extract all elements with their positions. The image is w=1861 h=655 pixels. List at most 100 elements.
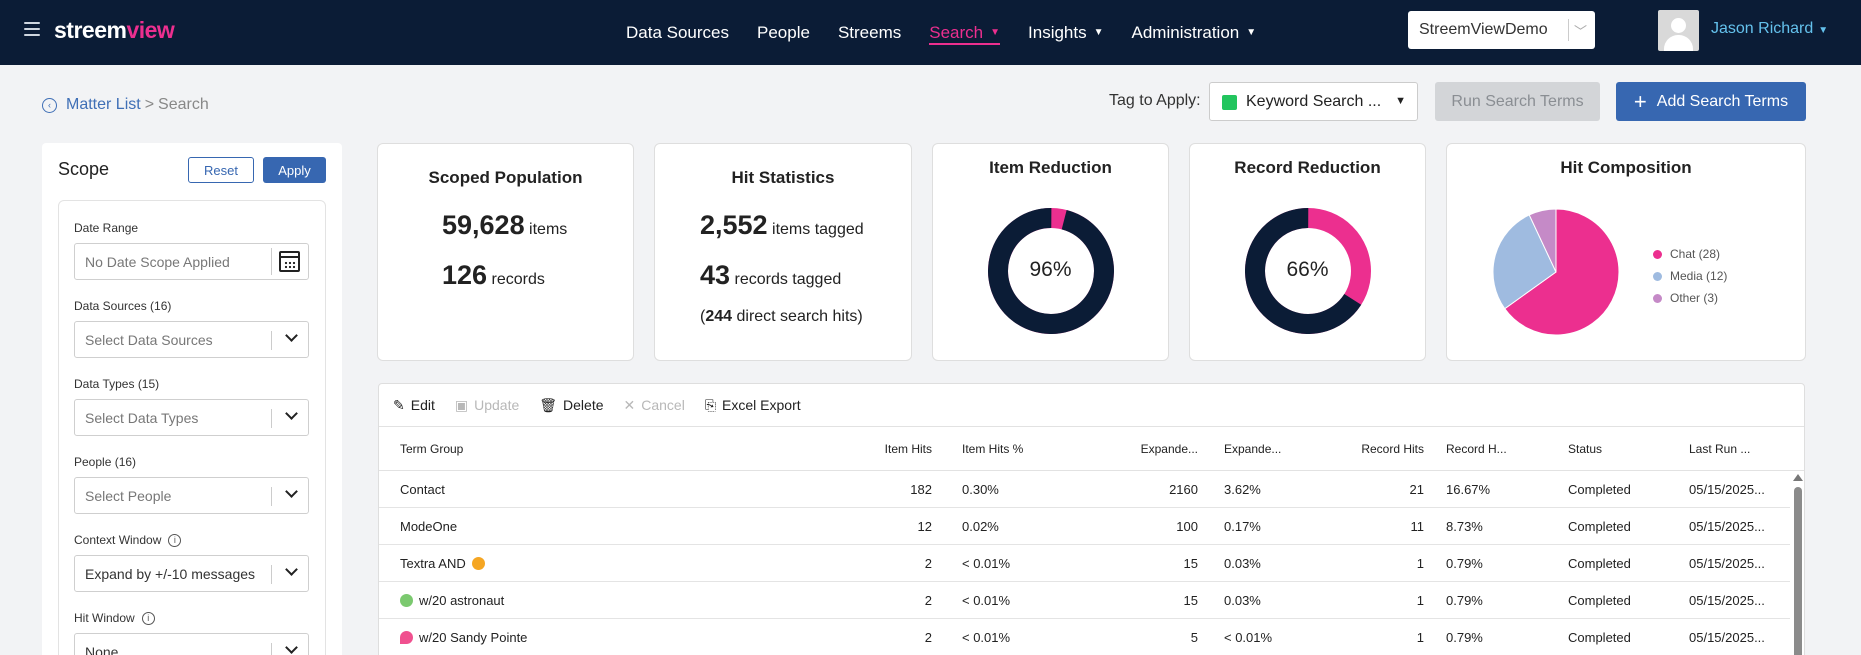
trash-icon: 🗑 — [539, 396, 558, 413]
info-icon[interactable]: i — [141, 611, 155, 625]
date-range-input[interactable]: No Date Scope Applied — [74, 243, 309, 280]
hit-statistics-card: Hit Statistics 2,552 items tagged 43 rec… — [654, 143, 912, 361]
breadcrumb-current: Search — [158, 96, 209, 113]
col-last-run[interactable]: Last Run ... — [1689, 442, 1751, 456]
table-row[interactable]: Textra AND 2 < 0.01% 15 0.03% 1 0.79% Completed… — [379, 545, 1790, 582]
legend-item[interactable]: Media (12) — [1653, 265, 1727, 287]
data-sources-select[interactable]: Select Data Sources — [74, 321, 309, 358]
back-arrow-icon[interactable]: ‹ — [42, 97, 57, 113]
user-menu[interactable]: Jason Richard ▼ — [1711, 20, 1829, 37]
pie-slice[interactable] — [1528, 209, 1557, 273]
cell-item-hits-pct: 0.30% — [962, 482, 999, 497]
cell-item-hits-pct: < 0.01% — [962, 630, 1011, 645]
nav-search[interactable]: Search ▼ — [929, 0, 1001, 65]
pie-slice[interactable] — [1493, 214, 1557, 310]
tenant-select[interactable]: StreemViewDemo ﹀ — [1408, 11, 1595, 49]
breadcrumb-matter-list[interactable]: Matter List — [66, 96, 141, 113]
legend-label: Other (3) — [1670, 291, 1719, 305]
close-icon: ✕ — [623, 396, 636, 413]
cell-status: Completed — [1568, 593, 1631, 608]
cell-expanded-pct: 0.17% — [1224, 519, 1261, 534]
edit-button[interactable]: ✎ Edit — [393, 396, 435, 414]
col-item-hits-pct[interactable]: Item Hits % — [962, 442, 1024, 456]
card-title: Scoped Population — [428, 168, 583, 187]
tag-select[interactable]: Keyword Search ... ▼ — [1209, 82, 1418, 121]
main-nav: Data Sources People Streems Search ▼ Insi… — [626, 0, 1284, 65]
cell-expanded-pct: < 0.01% — [1224, 630, 1273, 645]
cell-expanded-hits: 5 — [1190, 630, 1198, 645]
nav-insights[interactable]: Insights ▼ — [1028, 22, 1104, 42]
delete-button[interactable]: 🗑 Delete — [539, 396, 604, 414]
record-reduction-donut: 66% — [1244, 208, 1371, 334]
scroll-up-icon[interactable] — [1793, 474, 1803, 481]
table-row[interactable]: w/20 Sandy Pointe 2 < 0.01% 5 < 0.01% 1 0.79% C… — [379, 619, 1790, 655]
scoped-population-card: Scoped Population 59,628 items 126 recor… — [377, 143, 634, 361]
logo[interactable]: streemview — [54, 17, 175, 43]
legend-item[interactable]: Other (3) — [1653, 287, 1727, 309]
scoped-items-stat: 59,628 items — [442, 210, 568, 240]
calendar-icon[interactable] — [279, 251, 300, 272]
add-search-terms-button[interactable]: + Add Search Terms — [1616, 82, 1806, 121]
caret-down-icon: ▼ — [990, 27, 1001, 38]
avatar[interactable] — [1658, 10, 1699, 51]
apply-button[interactable]: Apply — [263, 157, 326, 183]
heart-emoji-icon — [400, 631, 413, 644]
hit-window-select[interactable]: None — [74, 633, 309, 655]
nav-streems[interactable]: Streems — [837, 22, 902, 42]
chevron-down-icon — [285, 563, 298, 576]
cell-expanded-hits: 2160 — [1169, 482, 1198, 497]
nav-administration[interactable]: Administration ▼ — [1131, 22, 1257, 42]
cell-item-hits: 2 — [924, 593, 932, 608]
table-row[interactable]: Contact 182 0.30% 2160 3.62% 21 16.67% Complete… — [379, 471, 1790, 508]
grid-scrollbar[interactable] — [1792, 471, 1804, 655]
hit-records-stat: 43 records tagged — [700, 260, 842, 290]
caret-down-icon: ▼ — [1246, 27, 1257, 38]
excel-export-button[interactable]: ⎘ Excel Export — [704, 396, 801, 414]
cell-last-run: 05/15/2025... — [1689, 519, 1765, 534]
cancel-button[interactable]: ✕ Cancel — [623, 396, 685, 414]
info-icon[interactable]: i — [168, 533, 182, 547]
reset-button[interactable]: Reset — [188, 157, 254, 183]
people-select[interactable]: Select People — [74, 477, 309, 514]
cell-expanded-pct: 0.03% — [1224, 593, 1261, 608]
run-search-terms-button[interactable]: Run Search Terms — [1435, 82, 1600, 121]
nav-data-sources[interactable]: Data Sources — [626, 22, 729, 42]
pie-slice[interactable] — [1504, 209, 1619, 335]
cell-status: Completed — [1568, 630, 1631, 645]
card-title: Hit Statistics — [731, 168, 835, 187]
cell-item-hits: 182 — [910, 482, 932, 497]
legend-item[interactable]: Chat (28) — [1653, 243, 1727, 265]
donut-value-arc — [1244, 208, 1371, 334]
cell-record-hits-pct: 0.79% — [1446, 630, 1483, 645]
table-row[interactable]: ModeOne 12 0.02% 100 0.17% 11 8.73% Completed 05… — [379, 508, 1790, 545]
col-expanded-hits[interactable]: Expande... — [1140, 442, 1198, 456]
caret-down-icon: ▼ — [1818, 25, 1829, 36]
tag-to-apply-label: Tag to Apply: — [1109, 92, 1201, 109]
col-term-group[interactable]: Term Group — [400, 442, 464, 456]
col-item-hits[interactable]: Item Hits — [884, 442, 932, 456]
col-status[interactable]: Status — [1568, 442, 1603, 456]
col-record-hits-pct[interactable]: Record H... — [1446, 442, 1507, 456]
chevron-down-icon — [285, 641, 298, 654]
date-range-label: Date Range — [74, 221, 139, 235]
card-title: Record Reduction — [1234, 158, 1381, 177]
cell-expanded-hits: 15 — [1183, 593, 1198, 608]
chevron-down-icon — [285, 485, 298, 498]
context-window-select[interactable]: Expand by +/-10 messages — [74, 555, 309, 592]
nav-people[interactable]: People — [757, 22, 810, 42]
table-row[interactable]: w/20 astronaut 2 < 0.01% 15 0.03% 1 0.79% Compl… — [379, 582, 1790, 619]
hit-items-stat: 2,552 items tagged — [700, 210, 864, 240]
scroll-thumb[interactable] — [1794, 487, 1802, 655]
cell-status: Completed — [1568, 519, 1631, 534]
cell-item-hits: 12 — [917, 519, 932, 534]
hit-composition-pie — [1493, 209, 1619, 335]
search-terms-grid: ✎ Edit ▣ Update 🗑 Delete ✕ Cancel ⎘ Excel Exp… — [378, 383, 1805, 655]
legend-swatch — [1653, 249, 1662, 259]
col-expanded-pct[interactable]: Expande... — [1224, 442, 1282, 456]
pie-legend: Chat (28) Media (12) Other (3) — [1653, 243, 1727, 309]
col-record-hits[interactable]: Record Hits — [1361, 442, 1424, 456]
update-button[interactable]: ▣ Update — [454, 396, 520, 414]
menu-icon[interactable] — [24, 22, 40, 36]
data-types-select[interactable]: Select Data Types — [74, 399, 309, 436]
cell-expanded-pct: 3.62% — [1224, 482, 1261, 497]
